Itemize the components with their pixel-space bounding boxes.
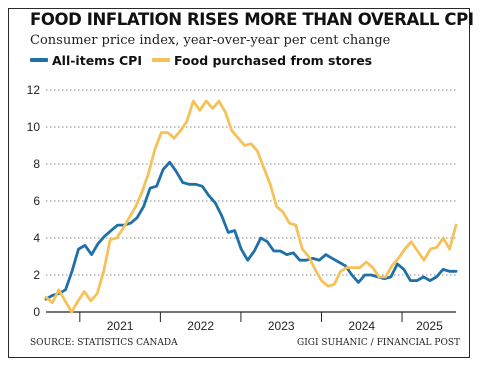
legend-swatch-all-items-cpi <box>30 58 48 62</box>
y-tick-label: 4 <box>33 231 40 245</box>
legend-item-all-items-cpi: All-items CPI <box>30 53 142 68</box>
x-tick-label-2025: 2025 <box>416 319 443 333</box>
chart-subtitle: Consumer price index, year-over-year per… <box>30 33 391 48</box>
legend-label-all-items-cpi: All-items CPI <box>52 52 142 68</box>
series-line-all-items-cpi <box>44 160 458 301</box>
chart-title: FOOD INFLATION RISES MORE THAN OVERALL C… <box>30 10 474 29</box>
y-tick-label: 6 <box>33 194 40 208</box>
credit-note: GIGI SUHANIC / FINANCIAL POST <box>297 338 460 348</box>
series-line-food <box>44 99 458 314</box>
source-note: SOURCE: STATISTICS CANADA <box>30 338 178 348</box>
x-tick-label-2024: 2024 <box>348 319 375 333</box>
x-tick-label-2022: 2022 <box>187 319 214 333</box>
y-tick-label: 10 <box>27 120 41 134</box>
x-tick-label-2021: 2021 <box>107 319 134 333</box>
legend-swatch-food <box>151 58 170 62</box>
chart-frame <box>8 8 470 358</box>
y-tick-label: 8 <box>33 157 40 171</box>
x-tick-label-2023: 2023 <box>268 319 295 333</box>
chart-legend: All-items CPI Food purchased from stores <box>30 52 372 68</box>
legend-item-food: Food purchased from stores <box>151 52 373 68</box>
legend-label-food: Food purchased from stores <box>173 52 373 68</box>
y-tick-label: 2 <box>33 268 40 282</box>
y-tick-label: 12 <box>27 83 41 97</box>
y-tick-label: 0 <box>33 305 40 319</box>
